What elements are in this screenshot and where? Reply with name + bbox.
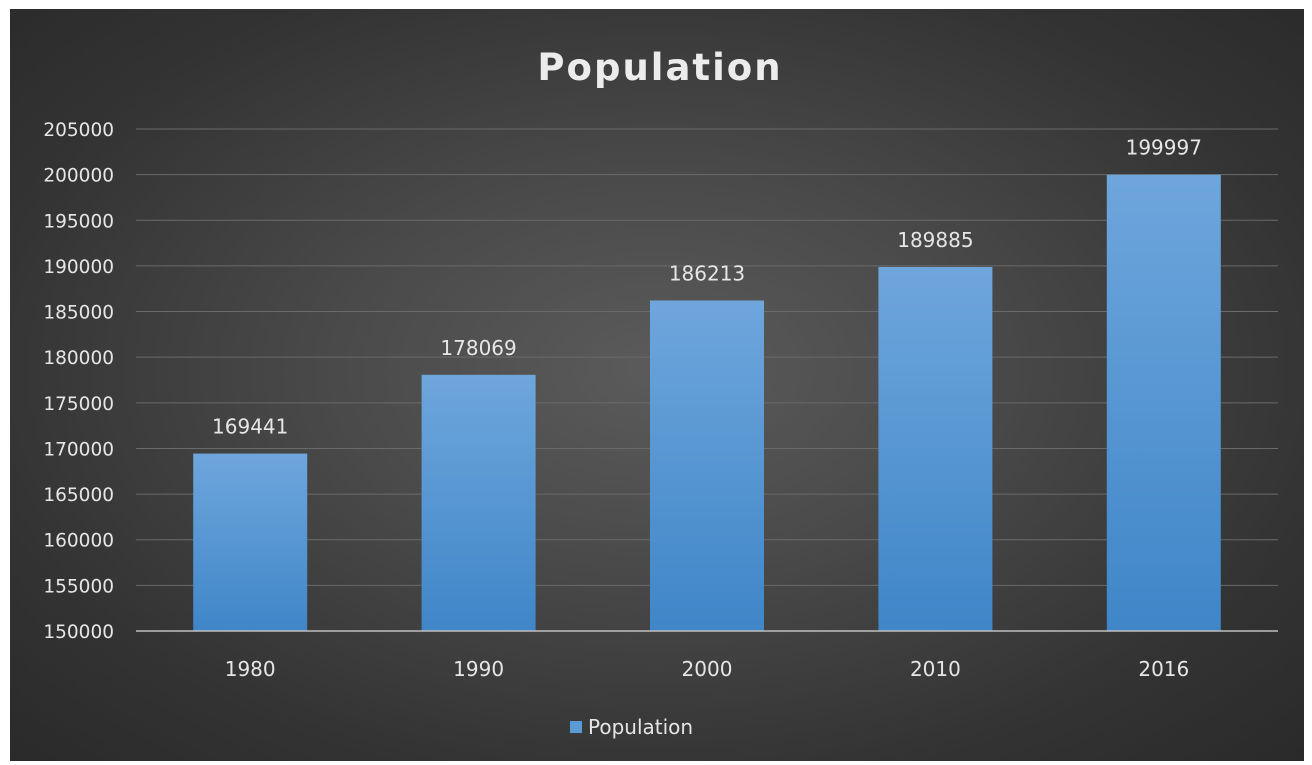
data-label-2010: 189885 — [897, 228, 973, 252]
legend-swatch — [570, 721, 582, 733]
y-tick-label: 165000 — [43, 485, 114, 506]
x-tick-label-2000: 2000 — [682, 657, 733, 681]
y-tick-label: 190000 — [43, 257, 114, 278]
chart-title: Population — [537, 46, 782, 89]
y-tick-label: 205000 — [43, 120, 114, 141]
chart-area: Population 150000 155000 160000 165000 17000… — [10, 9, 1304, 761]
y-tick-label: 170000 — [43, 439, 114, 460]
bars — [193, 174, 1221, 631]
y-tick-label: 180000 — [43, 348, 114, 369]
data-label-2016: 199997 — [1126, 136, 1202, 160]
y-tick-label: 155000 — [43, 576, 114, 597]
data-label-1990: 178069 — [440, 336, 516, 360]
y-tick-label: 160000 — [43, 531, 114, 552]
y-tick-label: 185000 — [43, 303, 114, 324]
legend-label: Population — [588, 715, 693, 739]
bar-1980 — [193, 453, 308, 631]
y-tick-label: 175000 — [43, 394, 114, 415]
data-labels: 169441 178069 186213 189885 199997 — [212, 136, 1202, 439]
bar-2010 — [878, 266, 993, 631]
data-label-1980: 169441 — [212, 415, 288, 439]
x-tick-label-1980: 1980 — [225, 657, 276, 681]
bar-2016 — [1106, 174, 1221, 631]
y-tick-label: 200000 — [43, 166, 114, 187]
x-tick-label-2016: 2016 — [1138, 657, 1189, 681]
x-axis-ticks: 1980 1990 2000 2010 2016 — [225, 657, 1190, 681]
y-tick-label: 150000 — [43, 622, 114, 643]
y-axis-ticks: 150000 155000 160000 165000 170000 175000 1800… — [43, 120, 114, 643]
x-tick-label-1990: 1990 — [453, 657, 504, 681]
bar-2000 — [650, 300, 764, 631]
legend: Population — [570, 715, 693, 739]
x-tick-label-2010: 2010 — [910, 657, 961, 681]
data-label-2000: 186213 — [669, 261, 745, 285]
bar-chart: Population 150000 155000 160000 165000 17000… — [43, 46, 1278, 739]
y-tick-label: 195000 — [43, 211, 114, 232]
bar-1990 — [421, 374, 536, 631]
